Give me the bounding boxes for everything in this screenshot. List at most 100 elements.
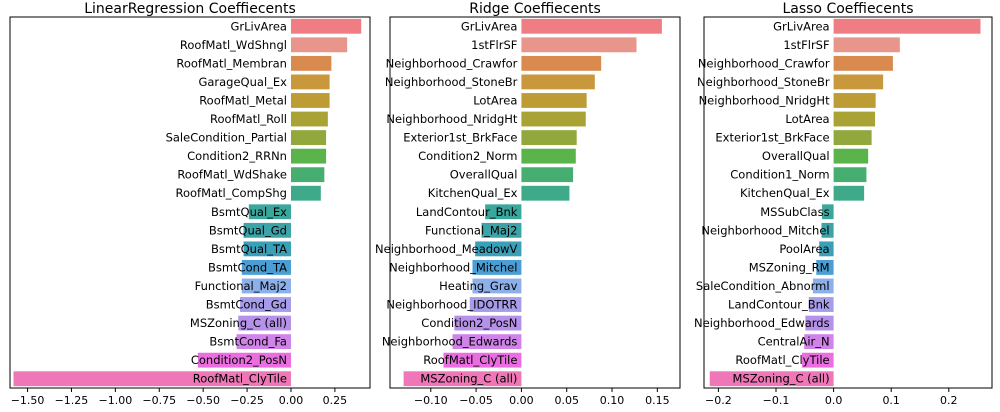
x-tick-label: 0.2: [940, 394, 958, 407]
x-tick-label: 0.10: [600, 394, 625, 407]
bar: [454, 315, 522, 331]
bar: [290, 167, 325, 183]
bar: [290, 130, 327, 145]
bar: [290, 185, 321, 201]
x-tick-label: −1.00: [99, 394, 133, 407]
bar: [472, 260, 522, 275]
category-label: Neighborhood_IDOTRR: [386, 298, 517, 312]
category-label: KitchenQual_Ex: [428, 186, 518, 200]
chart-title: LinearRegression Coeffiecents: [84, 1, 296, 17]
bar: [481, 222, 522, 238]
category-label: LandContour_Bnk: [416, 205, 518, 219]
x-tick-label: −0.50: [186, 394, 220, 407]
bar: [241, 260, 291, 275]
x-tick-label: −0.2: [705, 394, 732, 407]
bar: [248, 204, 291, 220]
bar: [521, 55, 602, 71]
x-tick-label: 0.00: [509, 394, 534, 407]
x-tick-label: −1.50: [11, 394, 45, 407]
bar: [485, 204, 522, 220]
bar: [833, 148, 869, 164]
category-label: BsmtCond_Gd: [206, 298, 287, 312]
category-label: GarageQual_Ex: [198, 75, 287, 89]
bar: [833, 185, 865, 201]
bar: [243, 222, 291, 238]
bar: [290, 93, 330, 108]
category-label: RoofMatl_Membran: [176, 56, 287, 70]
category-label: MSZoning_C (all): [420, 372, 517, 386]
category-label: Neighborhood_Mitchel: [701, 223, 829, 237]
bar: [521, 148, 576, 164]
category-label: 1stFlrSF: [783, 38, 829, 52]
bar: [290, 37, 348, 53]
bar: [521, 167, 574, 183]
category-label: GrLivArea: [461, 19, 518, 33]
bar: [812, 278, 834, 294]
bar: [452, 334, 522, 350]
category-label: LandContour_Bnk: [728, 298, 830, 312]
chart-panel-1: GrLivArea RoofMatl_WdShngl RoofMatl_Membra…: [9, 1, 371, 407]
bar: [290, 148, 327, 164]
bar: [521, 37, 637, 53]
bar: [290, 111, 328, 127]
x-tick-label: −0.1: [763, 394, 790, 407]
bar: [521, 111, 586, 127]
bar: [833, 93, 876, 108]
category-label: Neighborhood_StoneBr: [385, 75, 518, 89]
category-label: MSSubClass: [760, 205, 829, 219]
category-label: 1stFlrSF: [471, 38, 517, 52]
chart-title: Ridge Coeffiecents: [469, 1, 601, 17]
category-label: Neighborhood_NridgHt: [699, 93, 831, 107]
x-tick-label: −0.10: [414, 394, 448, 407]
bar: [197, 352, 291, 368]
bar: [290, 18, 362, 34]
category-label: Neighborhood_NridgHt: [386, 112, 518, 126]
x-tick-label: −0.05: [459, 394, 493, 407]
chart-panel-3: GrLivArea 1stFlrSF Neighborhood_Crawfor Nei…: [694, 1, 993, 407]
category-label: Exterior1st_BrkFace: [403, 131, 517, 145]
category-label: BsmtCond_TA: [208, 260, 287, 274]
bar: [821, 222, 834, 238]
bar: [833, 37, 900, 53]
bar: [808, 297, 834, 312]
bar: [833, 167, 867, 183]
category-label: KitchenQual_Ex: [740, 186, 830, 200]
category-label: Condition2_RRNn: [187, 149, 287, 163]
bar: [236, 334, 291, 350]
category-label: MSZoning_C (all): [733, 372, 830, 386]
bar: [833, 111, 876, 127]
bar: [801, 352, 834, 368]
category-label: RoofMatl_ClyTile: [193, 372, 287, 386]
category-label: Functional_Maj2: [425, 223, 517, 237]
bar: [443, 352, 522, 368]
category-label: Neighborhood_MeadowV: [375, 242, 518, 256]
bar: [13, 371, 291, 387]
category-label: SaleCondition_Abnorml: [696, 279, 830, 293]
bar: [521, 93, 587, 108]
x-tick-label: −0.75: [142, 394, 176, 407]
category-label: OverallQual: [762, 149, 830, 163]
x-tick-label: 0.1: [882, 394, 900, 407]
category-label: MSZoning_RM: [749, 260, 830, 274]
bar: [475, 241, 522, 257]
x-tick-label: 0.25: [323, 394, 348, 407]
bar: [521, 74, 595, 90]
category-label: BsmtCond_Fa: [209, 335, 287, 349]
category-label: Condition1_Norm: [730, 168, 829, 182]
category-label: RoofMatl_WdShngl: [180, 38, 287, 52]
bar: [819, 241, 834, 257]
x-tick-label: 0.05: [554, 394, 579, 407]
category-label: CentralAir_N: [758, 335, 830, 349]
bar: [290, 55, 332, 71]
bar: [833, 55, 893, 71]
bar: [833, 74, 884, 90]
category-label: PoolArea: [779, 242, 829, 256]
bar: [241, 278, 291, 294]
x-tick-label: −0.25: [230, 394, 264, 407]
bar: [804, 334, 834, 350]
bar: [240, 297, 291, 312]
category-label: RoofMatl_WdShake: [177, 168, 287, 182]
category-label: Neighborhood_Crawfor: [698, 56, 830, 70]
category-label: Neighborhood_Crawfor: [386, 56, 518, 70]
chart-panel-2: GrLivArea 1stFlrSF Neighborhood_Crawfor Nei…: [375, 1, 681, 407]
